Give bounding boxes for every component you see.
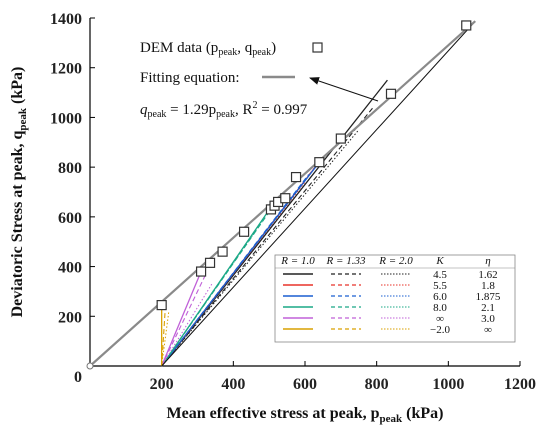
x-axis-label-unit: (kPa) (402, 405, 443, 422)
legend-header-eta: η (485, 255, 490, 267)
legend-eta-value: 1.875 (476, 291, 501, 303)
dem-point (280, 193, 291, 204)
legend-header-r133: R = 1.33 (326, 255, 366, 267)
stress-path-r1 (161, 271, 202, 367)
plot-area: 200 400 600 800 1000 1200 0 200 400 600 800 1000 12… (50, 11, 536, 393)
dem-point (335, 133, 346, 144)
legend-eta-value: 1.8 (481, 280, 495, 292)
dem-points (156, 20, 472, 311)
legend-table-frame (274, 254, 516, 343)
x-tick-label: 1200 (504, 376, 536, 393)
x-axis-label: Mean effective stress at peak, ppeak (kP… (167, 405, 444, 425)
dem-point (156, 300, 167, 311)
stress-path-r133 (161, 308, 166, 367)
stress-path-r2 (161, 311, 170, 367)
dem-legend-label: DEM data (ppeak, qpeak) (140, 40, 276, 58)
y-axis-label-main: Deviatoric Stress at peak, q (9, 130, 26, 317)
y-axis-label-sub: peak (17, 107, 29, 131)
fit-line-origin (86, 362, 94, 370)
stress-path-r133 (161, 276, 206, 367)
y-tick-label: 600 (58, 210, 82, 227)
x-ticks: 200 400 600 800 1000 1200 (150, 361, 536, 393)
fit-equation: qpeak = 1.29ppeak, R2 = 0.997 (140, 100, 308, 120)
y-tick-label: 1400 (50, 11, 82, 28)
legend-eta-value: ∞ (484, 324, 492, 336)
dem-point (238, 226, 250, 237)
x-tick-label: 1000 (432, 376, 464, 393)
stress-path-r2 (161, 221, 263, 367)
legend-table: R = 1.0 R = 1.33 R = 2.0 K η 4.5 1.62 5.5 1… (274, 254, 516, 343)
legend-eta-value: 3.0 (481, 313, 495, 325)
x-tick-label: 400 (221, 376, 245, 393)
legend-k-value: 8.0 (433, 302, 447, 314)
y-tick-label: 200 (58, 309, 82, 326)
legend-eta-value: 1.62 (478, 269, 497, 281)
y-tick-label: 1000 (50, 110, 82, 127)
x-axis-label-sub: peak (380, 413, 404, 425)
stress-path-r1 (161, 199, 277, 367)
legend-k-value: 4.5 (433, 269, 447, 281)
legend-k-value: −2.0 (430, 324, 450, 336)
y-ticks: 0 200 400 600 800 1000 1200 1400 (50, 11, 95, 386)
legend-k-value: 6.0 (433, 291, 447, 303)
annotation-arrow (309, 77, 379, 102)
legend-k-value: ∞ (436, 313, 444, 325)
y-tick-label: 400 (58, 260, 82, 277)
legend-header-r1: R = 1.0 (280, 255, 315, 267)
dem-point (195, 266, 207, 277)
envelope-line (161, 20, 476, 367)
y-axis-label: Deviatoric Stress at peak, qpeak (kPa) (9, 67, 29, 318)
fit-legend-label: Fitting equation: (140, 70, 240, 86)
stress-path-r2 (161, 186, 301, 367)
y-tick-label: 800 (58, 160, 82, 177)
x-tick-label: 800 (365, 376, 389, 393)
legend-k-value: 5.5 (433, 280, 447, 292)
legend-header-k: K (435, 255, 444, 267)
stress-path-r2 (161, 129, 360, 367)
x-tick-label: 600 (293, 376, 317, 393)
y-axis-label-unit: (kPa) (9, 67, 26, 108)
dem-point (217, 246, 228, 257)
x-tick-label: 200 (150, 376, 174, 393)
dem-point (461, 20, 472, 31)
dem-point (385, 88, 397, 99)
dem-legend-marker (312, 42, 323, 53)
x-axis-label-main: Mean effective stress at peak, p (167, 405, 380, 422)
stress-path-r133 (161, 174, 310, 367)
y-tick-label: 0 (74, 369, 82, 386)
y-tick-label: 1200 (50, 61, 82, 78)
legend-eta-value: 2.1 (481, 302, 495, 314)
stress-paths (161, 20, 476, 367)
dem-point (204, 257, 216, 268)
dem-point (290, 171, 302, 183)
legend-header-r2: R = 2.0 (378, 255, 413, 267)
dem-point (314, 157, 325, 168)
annotation-box: DEM data (ppeak, qpeak) Fitting equation… (140, 40, 379, 120)
